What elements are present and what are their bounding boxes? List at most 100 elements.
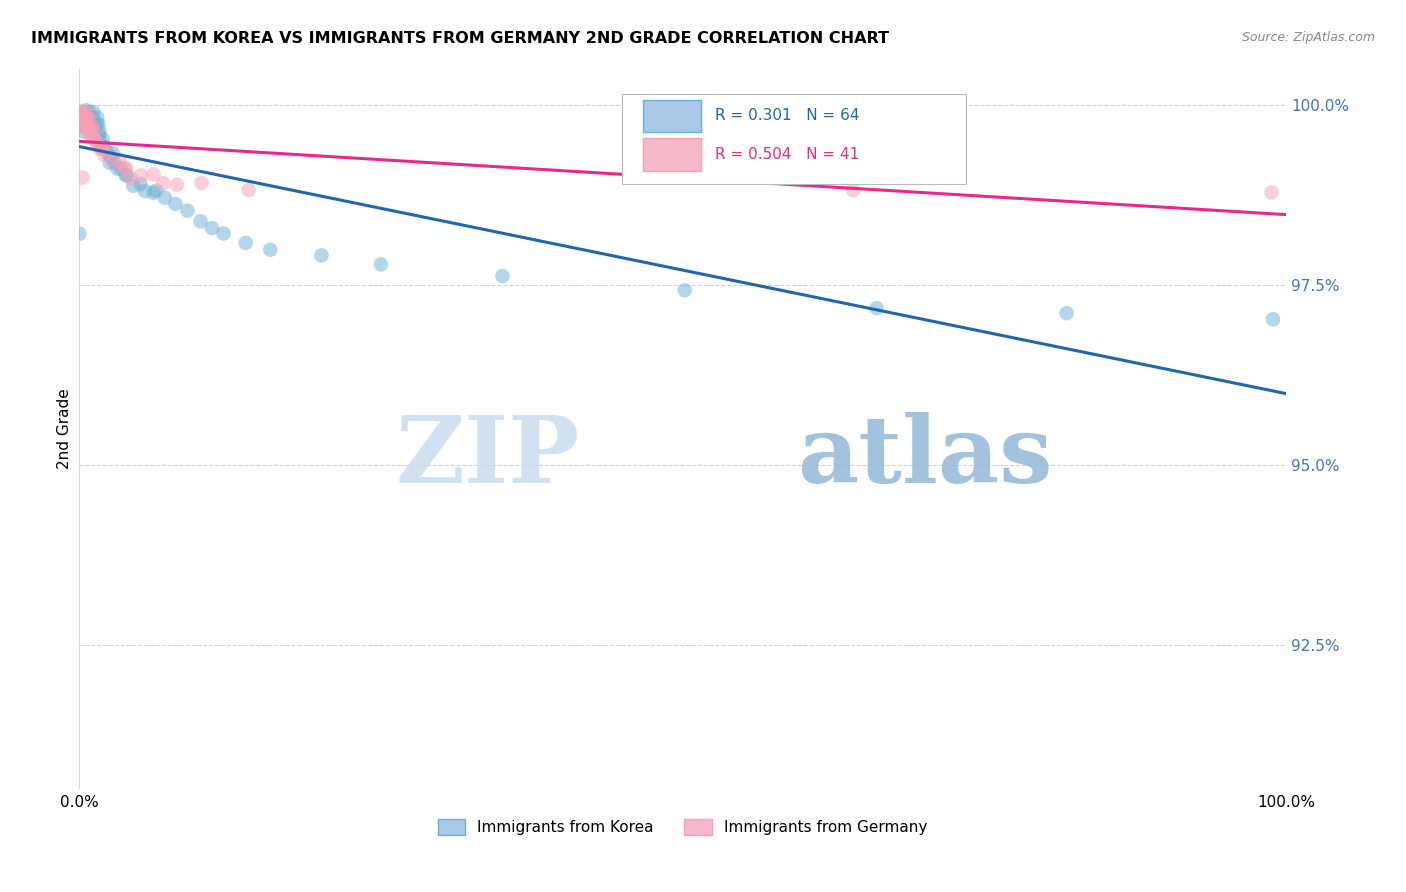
Point (129, 177, 152, 191)
Point (73, 113, 96, 128)
Point (82, 104, 104, 119)
Point (259, 243, 281, 257)
Point (79, 127, 101, 141)
Point (145, 184, 167, 198)
Point (152, 176, 174, 190)
Y-axis label: 2nd Grade: 2nd Grade (58, 388, 72, 469)
Point (166, 178, 188, 192)
Point (865, 301, 887, 315)
Point (91, 141, 114, 155)
Point (82, 120, 104, 134)
Text: R = 0.504   N = 41: R = 0.504 N = 41 (716, 146, 859, 161)
Point (77, 120, 100, 135)
Point (86, 118, 108, 132)
Point (89, 135, 111, 149)
Point (75, 103, 97, 118)
FancyBboxPatch shape (623, 94, 966, 184)
Point (82, 111, 104, 125)
Point (212, 227, 235, 241)
Point (491, 269, 513, 284)
Point (84, 135, 107, 149)
Point (77, 104, 100, 119)
Point (91, 142, 114, 156)
Point (1261, 312, 1284, 326)
Point (190, 176, 212, 190)
Point (115, 169, 138, 183)
Point (90, 141, 112, 155)
Point (73, 110, 96, 124)
Point (73, 112, 96, 126)
Point (76, 111, 98, 125)
Text: IMMIGRANTS FROM KOREA VS IMMIGRANTS FROM GERMANY 2ND GRADE CORRELATION CHART: IMMIGRANTS FROM KOREA VS IMMIGRANTS FROM… (31, 31, 889, 46)
Point (108, 154, 131, 169)
Point (120, 171, 142, 186)
Point (142, 168, 165, 182)
Point (1260, 186, 1282, 200)
Point (370, 257, 392, 271)
Point (70, 106, 93, 120)
Point (72, 106, 94, 120)
Point (89, 142, 111, 156)
Point (238, 183, 260, 197)
Point (165, 197, 187, 211)
Text: R = 0.301   N = 64: R = 0.301 N = 64 (716, 108, 859, 123)
Point (142, 186, 165, 200)
Point (83, 119, 105, 133)
Point (97, 146, 120, 161)
Point (235, 235, 257, 250)
Point (83, 125, 105, 139)
Point (129, 169, 152, 183)
Point (75, 105, 97, 120)
Text: ZIP: ZIP (395, 412, 579, 502)
Point (72, 170, 94, 185)
Point (76, 112, 98, 127)
Point (115, 161, 138, 176)
Point (673, 283, 696, 297)
Point (103, 146, 125, 161)
Point (93, 148, 115, 162)
Point (100, 150, 122, 164)
Point (311, 248, 333, 262)
Point (76, 118, 98, 132)
Point (77, 113, 100, 128)
Point (76, 120, 98, 135)
Point (76, 119, 98, 133)
Point (153, 191, 176, 205)
FancyBboxPatch shape (643, 138, 700, 170)
Point (79, 120, 101, 134)
Point (73, 118, 96, 132)
Point (73, 112, 96, 127)
Point (86, 111, 108, 125)
Point (77, 118, 100, 132)
Point (83, 132, 105, 146)
Point (76, 113, 98, 128)
Point (122, 178, 145, 193)
Point (75, 112, 97, 126)
Point (77, 112, 100, 126)
Legend: Immigrants from Korea, Immigrants from Germany: Immigrants from Korea, Immigrants from G… (437, 819, 928, 835)
Point (76, 112, 98, 127)
Point (176, 203, 198, 218)
Point (89, 125, 111, 139)
Point (83, 124, 105, 138)
Point (93, 140, 115, 154)
Text: atlas: atlas (797, 412, 1053, 502)
Point (69, 105, 91, 120)
Point (76, 120, 98, 134)
Point (110, 161, 132, 176)
Point (103, 155, 125, 169)
Point (103, 155, 125, 169)
Point (73, 106, 96, 120)
Point (842, 183, 865, 197)
Text: Source: ZipAtlas.com: Source: ZipAtlas.com (1241, 31, 1375, 45)
Point (190, 214, 212, 228)
Point (80, 128, 103, 142)
Point (94, 142, 117, 156)
Point (72, 103, 94, 118)
Point (82, 120, 104, 134)
Point (114, 168, 136, 182)
Point (91, 132, 114, 146)
Point (1056, 306, 1078, 320)
Point (114, 161, 136, 176)
Point (69, 227, 91, 241)
